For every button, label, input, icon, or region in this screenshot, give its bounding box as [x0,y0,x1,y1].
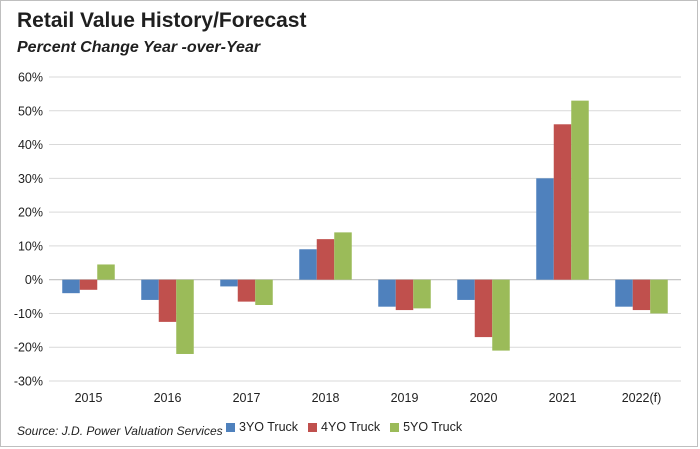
bar-3yo-truck-2018 [299,249,317,280]
x-tick-label: 2022(f) [622,391,662,405]
legend: 3YO Truck 4YO Truck 5YO Truck [226,420,462,434]
bar-4yo-truck-2015 [79,279,98,290]
bar-3yo-truck-2015 [62,279,80,294]
bar-5yo-truck-2021 [571,100,589,280]
bar-4yo-truck-2021 [553,124,572,280]
bar-5yo-truck-2016 [176,279,194,354]
bar-3yo-truck-2017 [220,279,238,287]
x-tick-label: 2020 [470,391,498,405]
legend-label: 5YO Truck [403,420,463,434]
legend-label: 4YO Truck [321,420,381,434]
x-tick-label: 2021 [549,391,577,405]
bar-3yo-truck-2019 [378,279,396,307]
y-tick-label: -20% [14,341,43,355]
bar-3yo-truck-2022f [615,279,633,307]
legend-item-5yo-truck: 5YO Truck [390,420,462,434]
y-tick-label: 50% [18,104,43,118]
y-tick-label: 40% [18,138,43,152]
y-tick-label: 10% [18,239,43,253]
bar-5yo-truck-2015 [97,264,115,280]
bar-5yo-truck-2020 [492,279,510,351]
chart-subtitle: Percent Change Year -over-Year [17,39,261,56]
y-tick-label: 60% [18,71,43,85]
bar-5yo-truck-2019 [413,279,431,309]
y-tick-label: -30% [14,375,43,389]
legend-swatch [390,422,400,432]
x-axis-tick-labels: 2015 2016 2017 2018 2019 2020 2021 2022(f) [75,391,662,405]
bars [62,100,668,354]
legend-item-4yo-truck: 4YO Truck [308,420,380,434]
source-note: Source: J.D. Power Valuation Services [17,424,223,438]
bar-5yo-truck-2018 [334,232,352,280]
x-tick-label: 2017 [233,391,261,405]
legend-swatch [308,422,318,432]
bar-5yo-truck-2022f [650,279,668,314]
bar-4yo-truck-2020 [474,279,493,338]
legend-item-3yo-truck: 3YO Truck [226,420,298,434]
bar-4yo-truck-2017 [237,279,256,302]
bar-4yo-truck-2018 [316,239,335,280]
x-tick-label: 2016 [154,391,182,405]
bar-3yo-truck-2016 [141,279,159,300]
x-tick-label: 2018 [312,391,340,405]
y-tick-label: 20% [18,206,43,220]
x-tick-label: 2015 [75,391,103,405]
y-tick-label: 0% [25,273,43,287]
bar-3yo-truck-2021 [536,178,554,280]
y-tick-label: 30% [18,172,43,186]
bar-4yo-truck-2016 [158,279,177,322]
legend-label: 3YO Truck [239,420,299,434]
bar-3yo-truck-2020 [457,279,475,300]
legend-swatch [226,422,235,432]
y-tick-label: -10% [14,307,43,321]
x-tick-label: 2019 [391,391,419,405]
bar-4yo-truck-2022f [632,279,651,311]
chart-title: Retail Value History/Forecast [17,9,307,32]
bar-4yo-truck-2019 [395,279,414,311]
bar-5yo-truck-2017 [255,279,273,305]
y-axis-tick-labels: 60% 50% 40% 30% 20% 10% 0% -10% -20% -30% [14,71,43,389]
